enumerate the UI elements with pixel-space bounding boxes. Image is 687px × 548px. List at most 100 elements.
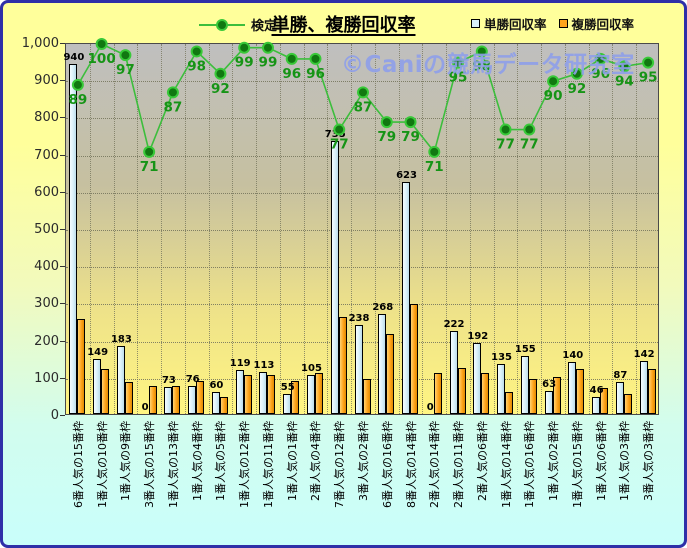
x-axis-category-label: 1番人気の5番枠 bbox=[214, 421, 228, 501]
win-bar-value-label: 60 bbox=[209, 379, 224, 391]
win-bar bbox=[69, 64, 78, 414]
gridline-vertical bbox=[137, 44, 139, 414]
kentei-point bbox=[119, 49, 132, 62]
gridline-vertical bbox=[422, 44, 424, 414]
gridline-vertical bbox=[327, 44, 329, 414]
x-axis-category-label: 2番人気の4番枠 bbox=[309, 421, 323, 501]
legend-kentei: 検定 bbox=[199, 15, 277, 34]
y-axis-tick-label: 800 bbox=[34, 110, 59, 126]
gridline-horizontal bbox=[66, 192, 658, 194]
win-bar-value-label: 222 bbox=[443, 319, 465, 331]
kentei-point bbox=[570, 67, 583, 80]
win-bar bbox=[283, 393, 292, 414]
win-bar bbox=[259, 371, 268, 414]
kentei-point bbox=[261, 41, 274, 54]
y-axis-tick-label: 400 bbox=[34, 259, 59, 275]
place-bar bbox=[505, 391, 514, 414]
win-bar bbox=[473, 342, 482, 414]
gridline-vertical bbox=[564, 44, 566, 414]
x-axis-category-label: 3番人気の3番枠 bbox=[642, 421, 656, 501]
win-bar-value-label: 183 bbox=[110, 333, 132, 345]
place-bar bbox=[101, 369, 110, 414]
gridline-vertical bbox=[256, 44, 258, 414]
kentei-point bbox=[214, 67, 227, 80]
place-bar bbox=[243, 374, 252, 414]
gridline-vertical bbox=[113, 44, 115, 414]
y-axis-tick-label: 600 bbox=[34, 184, 59, 200]
win-swatch-icon bbox=[471, 19, 480, 28]
gridline-horizontal bbox=[66, 155, 658, 157]
gridline-vertical bbox=[232, 44, 234, 414]
x-axis-category-label: 1番人気の4番枠 bbox=[190, 421, 204, 501]
x-axis-category-label: 1番人気の1番枠 bbox=[285, 421, 299, 501]
y-axis-tick-mark bbox=[60, 377, 65, 379]
x-axis-category-label: 2番人気の6番枠 bbox=[475, 421, 489, 501]
place-bar bbox=[338, 317, 347, 414]
place-bar bbox=[552, 376, 561, 414]
place-bar bbox=[457, 367, 466, 414]
y-axis-tick-label: 100 bbox=[34, 370, 59, 386]
gridline-vertical bbox=[517, 44, 519, 414]
win-bar-value-label: 119 bbox=[229, 357, 251, 369]
place-bar bbox=[77, 319, 86, 414]
kentei-point-label: 95 bbox=[639, 70, 658, 86]
kentei-point-label: 96 bbox=[306, 66, 325, 82]
place-bar bbox=[196, 380, 205, 414]
kentei-point bbox=[523, 123, 536, 136]
kentei-point-label: 92 bbox=[211, 81, 230, 97]
win-bar-value-label: 140 bbox=[562, 349, 584, 361]
place-bar bbox=[600, 387, 609, 414]
y-axis-tick-mark bbox=[60, 43, 65, 44]
x-axis-category-label: 8番人気の14番枠 bbox=[404, 421, 418, 508]
kentei-point-label: 97 bbox=[116, 62, 135, 78]
y-axis-tick-label: 900 bbox=[34, 73, 59, 89]
plot-area: 940 149 183 0 73 76 60 119 113 55 105 735 238 268 623 0… bbox=[63, 38, 659, 415]
y-axis-tick-mark bbox=[60, 266, 65, 268]
win-bar bbox=[378, 314, 387, 414]
win-bar bbox=[402, 182, 411, 414]
place-swatch-icon bbox=[558, 19, 568, 28]
gridline-vertical bbox=[279, 44, 281, 414]
gridline-horizontal bbox=[66, 118, 658, 120]
place-bar bbox=[362, 378, 371, 414]
win-bar-value-label: 76 bbox=[185, 373, 200, 385]
kentei-point-label: 98 bbox=[187, 58, 206, 74]
win-bar bbox=[354, 325, 363, 414]
gridline-vertical bbox=[351, 44, 353, 414]
win-bar-value-label: 55 bbox=[280, 381, 295, 393]
win-bar bbox=[93, 358, 102, 414]
win-bar-value-label: 73 bbox=[161, 374, 176, 386]
place-bar bbox=[410, 304, 419, 414]
kentei-point bbox=[357, 86, 369, 99]
win-bar bbox=[116, 345, 125, 414]
kentei-point-label: 79 bbox=[377, 129, 396, 145]
win-bar bbox=[568, 361, 577, 414]
kentei-point bbox=[475, 45, 488, 58]
win-bar-value-label: 623 bbox=[396, 170, 417, 182]
gridline-vertical bbox=[612, 44, 614, 414]
kentei-point-label: 71 bbox=[425, 159, 444, 175]
x-axis-category-label: 7番人気の12番枠 bbox=[333, 421, 347, 508]
x-axis-category-label: 1番人気の9番枠 bbox=[119, 421, 133, 501]
place-bar bbox=[314, 373, 323, 414]
y-axis-tick-mark bbox=[60, 303, 65, 305]
x-axis-category-label: 1番人気の11番枠 bbox=[261, 421, 275, 508]
win-bar-value-label: 149 bbox=[87, 346, 109, 358]
gridline-vertical bbox=[208, 44, 210, 414]
win-bar bbox=[592, 396, 601, 414]
x-axis-category-label: 3番人気の15番枠 bbox=[143, 421, 157, 508]
win-bar bbox=[520, 356, 529, 414]
kentei-point-label: 99 bbox=[235, 55, 254, 71]
x-axis-category-label: 6番人気の15番枠 bbox=[71, 421, 85, 508]
win-bar bbox=[449, 331, 458, 414]
win-bar-value-label: 238 bbox=[348, 313, 370, 325]
place-bar bbox=[576, 369, 585, 414]
gridline-vertical bbox=[493, 44, 495, 414]
kentei-point bbox=[190, 45, 203, 58]
kentei-point bbox=[285, 52, 298, 65]
kentei-point-label: 90 bbox=[544, 88, 563, 104]
place-bar bbox=[172, 386, 181, 414]
x-axis-category-label: 1番人気の10番枠 bbox=[95, 421, 109, 508]
place-bar bbox=[148, 386, 157, 414]
